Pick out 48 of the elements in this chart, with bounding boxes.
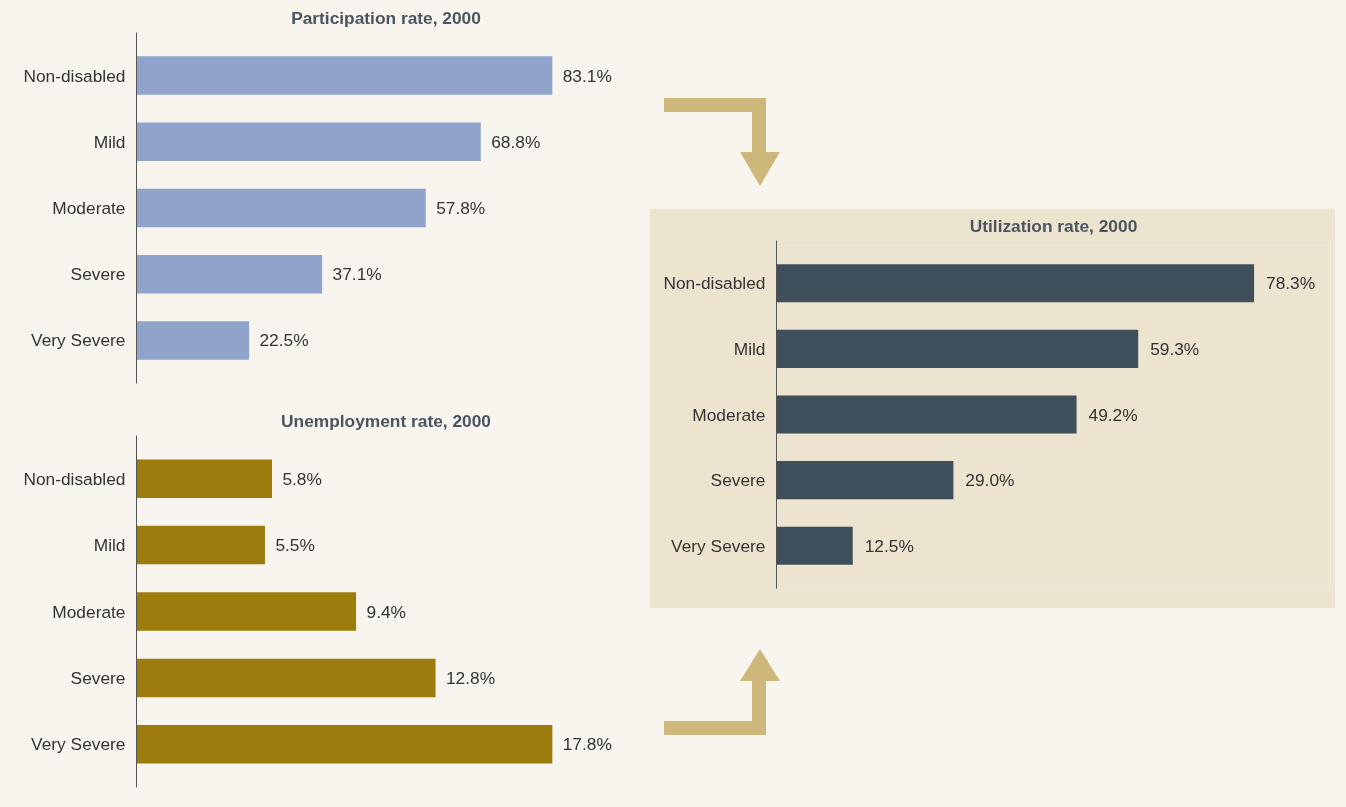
bar — [136, 459, 272, 498]
bar — [136, 56, 553, 95]
y-tick-label: Non-disabled — [23, 468, 126, 489]
bar — [136, 725, 553, 764]
y-tick-label: Mild — [93, 535, 126, 556]
y-tick-label: Very Severe — [31, 734, 126, 755]
data-label: 68.8% — [491, 131, 541, 152]
bar — [136, 188, 426, 228]
y-tick-label: Mild — [733, 338, 766, 359]
y-tick-label: Severe — [710, 470, 766, 491]
y-tick-label: Severe — [70, 667, 126, 688]
data-label: 37.1% — [332, 264, 382, 285]
chart-title: Utilization rate, 2000 — [969, 215, 1138, 236]
bar — [776, 395, 1077, 434]
data-label: 9.4% — [366, 601, 406, 622]
data-label: 83.1% — [562, 65, 612, 86]
bar — [776, 264, 1255, 303]
bar — [136, 321, 250, 360]
chart-title: Participation rate, 2000 — [291, 7, 481, 28]
y-tick-label: Moderate — [52, 601, 126, 622]
bar — [776, 329, 1139, 368]
data-label: 17.8% — [562, 734, 612, 755]
data-label: 5.8% — [282, 468, 322, 489]
bar — [136, 592, 357, 631]
data-label: 57.8% — [436, 198, 486, 218]
data-label: 49.2% — [1088, 404, 1138, 425]
y-tick-label: Very Severe — [671, 535, 766, 556]
y-tick-label: Severe — [70, 264, 126, 285]
data-label: 12.5% — [864, 535, 914, 556]
bar — [776, 461, 954, 500]
bar — [776, 526, 853, 565]
y-tick-label: Mild — [93, 131, 126, 152]
bar — [136, 122, 481, 161]
chart-title: Unemployment rate, 2000 — [281, 410, 491, 431]
y-tick-label: Non-disabled — [663, 273, 766, 294]
bar — [136, 658, 436, 698]
data-label: 5.5% — [275, 535, 315, 556]
y-tick-label: Moderate — [692, 404, 766, 425]
data-label: 22.5% — [259, 330, 309, 351]
bar — [136, 525, 265, 565]
data-label: 59.3% — [1150, 338, 1200, 359]
y-tick-label: Very Severe — [31, 330, 126, 351]
data-label: 78.3% — [1266, 273, 1316, 294]
bar — [136, 255, 323, 294]
y-tick-label: Moderate — [52, 198, 126, 218]
y-tick-label: Non-disabled — [23, 65, 126, 86]
data-label: 12.8% — [445, 667, 496, 688]
data-label: 29.0% — [965, 470, 1015, 491]
